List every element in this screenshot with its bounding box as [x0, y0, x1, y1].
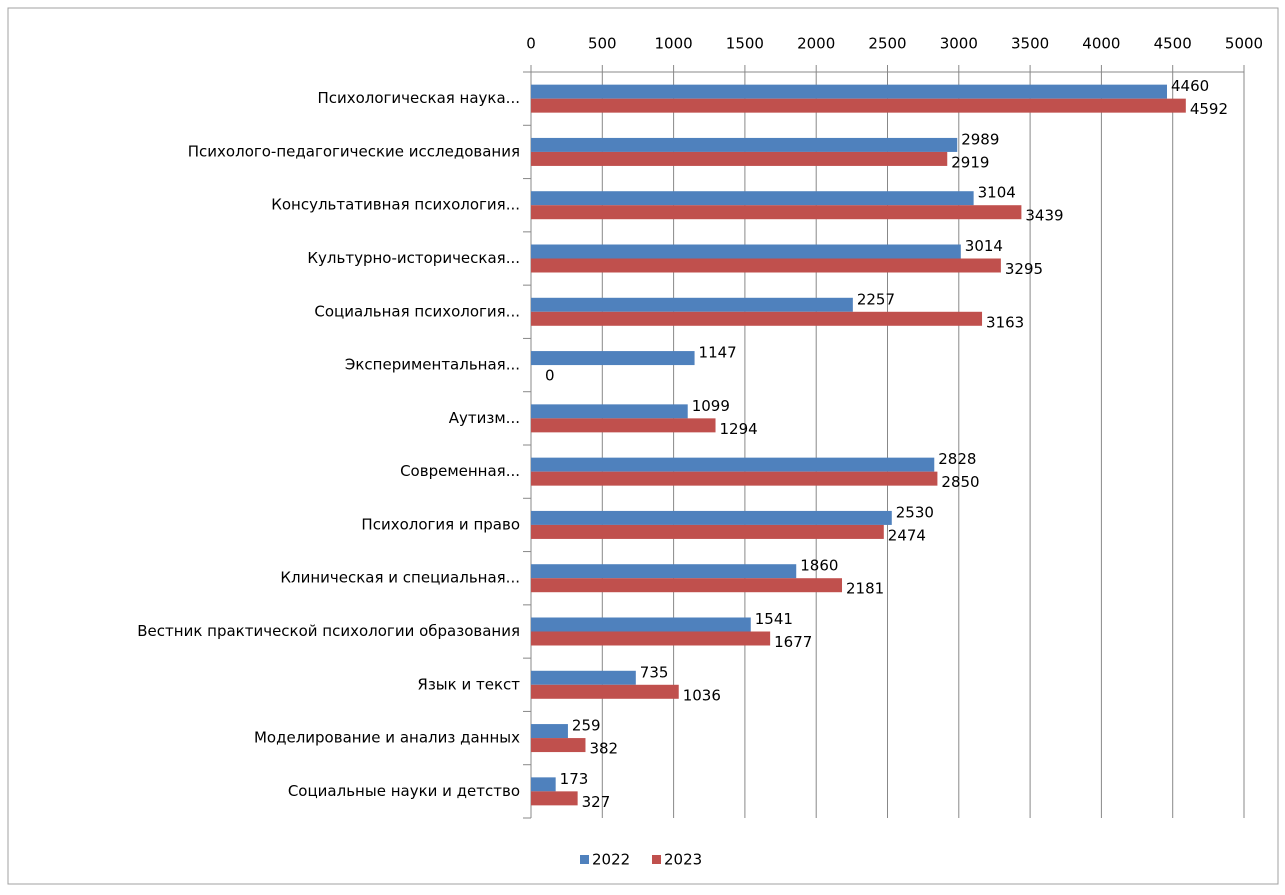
x-tick-label: 0 — [526, 35, 536, 53]
data-label: 735 — [640, 663, 669, 681]
x-tick-label: 4000 — [1082, 35, 1120, 53]
bar — [531, 738, 586, 753]
data-label: 2850 — [941, 473, 979, 491]
data-label: 3014 — [965, 237, 1003, 255]
bar — [531, 670, 636, 685]
y-tick-label: Консультативная психология... — [271, 196, 520, 214]
legend-swatch — [580, 855, 589, 864]
data-label: 173 — [560, 770, 589, 788]
x-tick-label: 2500 — [868, 35, 906, 53]
x-tick-label: 4500 — [1154, 35, 1192, 53]
data-label: 4460 — [1171, 77, 1209, 95]
data-label: 1860 — [800, 557, 838, 575]
data-label: 2474 — [888, 526, 926, 544]
legend-label: 2022 — [592, 851, 630, 869]
x-tick-label: 3000 — [940, 35, 978, 53]
data-label: 1147 — [699, 344, 737, 362]
x-tick-label: 1500 — [726, 35, 764, 53]
data-label: 4592 — [1190, 100, 1228, 118]
y-tick-label: Психолого-педагогические исследования — [188, 142, 520, 160]
data-label: 2257 — [857, 290, 895, 308]
y-tick-label: Социальные науки и детство — [288, 782, 520, 800]
bar — [531, 311, 983, 326]
data-label: 327 — [582, 793, 611, 811]
data-label: 2989 — [961, 130, 999, 148]
bar — [531, 205, 1022, 220]
y-tick-label: Социальная психология... — [314, 302, 520, 320]
data-label: 1036 — [683, 686, 721, 704]
bar — [531, 510, 892, 525]
data-label: 2828 — [938, 450, 976, 468]
legend-label: 2023 — [664, 851, 702, 869]
x-tick-label: 1000 — [655, 35, 693, 53]
bar — [531, 404, 688, 419]
data-label: 0 — [545, 367, 555, 385]
bar — [531, 777, 556, 792]
data-label: 3439 — [1025, 207, 1063, 225]
data-label: 1677 — [774, 633, 812, 651]
data-label: 3104 — [978, 184, 1016, 202]
y-tick-label: Психологическая наука... — [317, 89, 520, 107]
bar — [531, 137, 958, 152]
y-tick-label: Культурно-историческая... — [307, 249, 520, 267]
bar — [531, 98, 1186, 113]
bar — [531, 524, 884, 539]
bar — [531, 151, 948, 166]
y-tick-label: Экспериментальная... — [345, 356, 520, 374]
data-label: 259 — [572, 717, 601, 735]
data-label: 2530 — [896, 503, 934, 521]
data-label: 3295 — [1005, 260, 1043, 278]
data-label: 1099 — [692, 397, 730, 415]
data-label: 3163 — [986, 313, 1024, 331]
y-tick-label: Клиническая и специальная... — [280, 569, 520, 587]
bar — [531, 418, 716, 433]
data-label: 2181 — [846, 580, 884, 598]
x-tick-label: 500 — [588, 35, 617, 53]
y-tick-label: Вестник практической психологии образова… — [137, 622, 520, 640]
bar — [531, 191, 974, 206]
data-label: 382 — [589, 740, 618, 758]
y-tick-label: Современная... — [400, 462, 520, 480]
x-tick-label: 2000 — [797, 35, 835, 53]
bar — [531, 684, 679, 699]
data-label: 1541 — [755, 610, 793, 628]
bar — [531, 791, 578, 806]
bar — [531, 578, 843, 593]
x-tick-label: 5000 — [1225, 35, 1263, 53]
y-tick-label: Моделирование и анализ данных — [254, 729, 520, 747]
bar — [531, 631, 771, 646]
y-tick-label: Психология и право — [361, 515, 520, 533]
bar — [531, 297, 853, 312]
bar — [531, 84, 1167, 99]
bar — [531, 564, 797, 579]
bar — [531, 457, 935, 472]
legend-swatch — [652, 855, 661, 864]
bar — [531, 724, 568, 739]
data-label: 1294 — [720, 420, 758, 438]
y-tick-label: Аутизм... — [449, 409, 520, 427]
bar — [531, 471, 938, 486]
y-tick-label: Язык и текст — [417, 675, 520, 693]
data-label: 2919 — [951, 153, 989, 171]
bar — [531, 351, 695, 366]
bar — [531, 244, 961, 259]
bar — [531, 258, 1001, 273]
x-tick-label: 3500 — [1011, 35, 1049, 53]
bar — [531, 617, 751, 632]
